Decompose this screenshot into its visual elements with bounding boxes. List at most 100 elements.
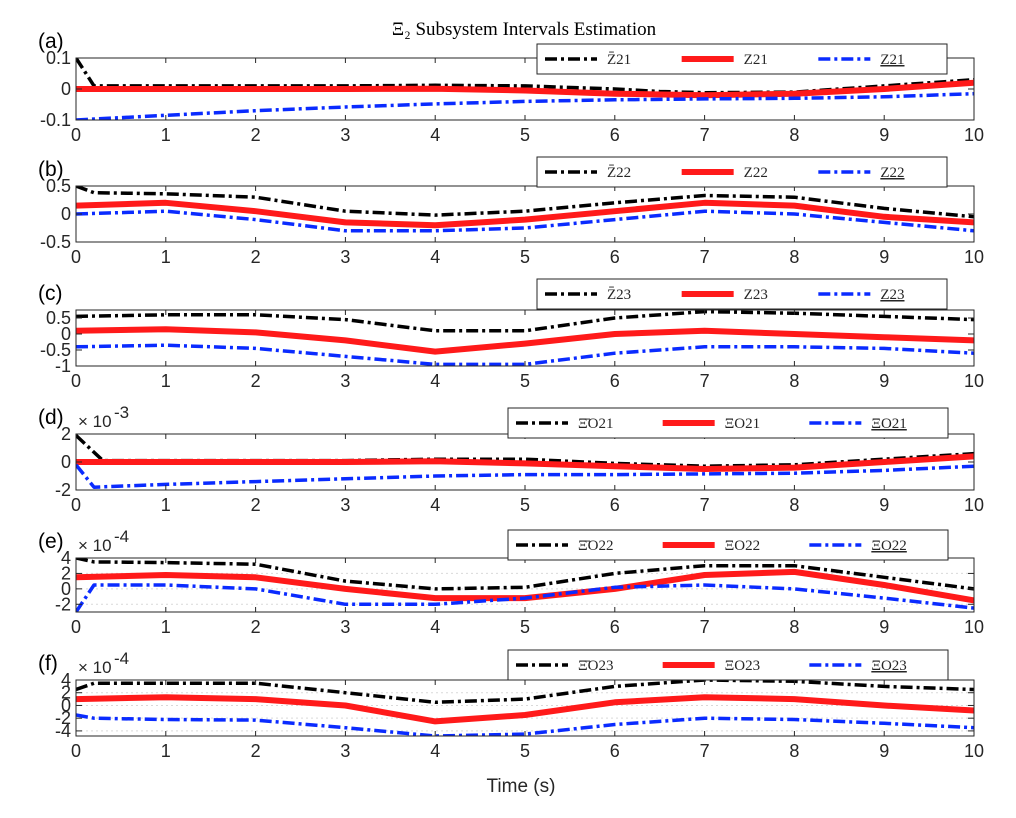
panel-label: (f) (38, 652, 58, 675)
x-tick-label: 5 (520, 125, 530, 145)
axis-exponent: × 10 (78, 536, 112, 555)
x-tick-label: 3 (340, 617, 350, 637)
x-tick-label: 7 (700, 495, 710, 515)
x-tick-label: 5 (520, 617, 530, 637)
x-tick-label: 8 (789, 617, 799, 637)
x-tick-label: 9 (879, 125, 889, 145)
x-tick-label: 9 (879, 741, 889, 761)
x-tick-label: 6 (610, 617, 620, 637)
y-tick-label: 4 (61, 548, 71, 568)
x-tick-label: 4 (430, 617, 440, 637)
x-tick-label: 10 (964, 125, 984, 145)
y-tick-label: 4 (61, 670, 71, 690)
subplot-c: 0 1 2 3 4 5 6 7 8 9 100.50-0.5-1(c) Z̄̄23 Z23 Z23 (38, 278, 984, 391)
x-tick-label: 2 (251, 495, 261, 515)
legend-entry-upper: Ξ̄̄O23 (578, 658, 613, 674)
x-tick-label: 1 (161, 125, 171, 145)
legend-entry-actual: Z23 (744, 287, 768, 303)
legend: Ξ̄̄O21 ΞO21 ΞO21 (507, 407, 949, 439)
legend-entry-lower: ΞO21 (871, 416, 906, 432)
y-tick-label: 0 (61, 579, 71, 599)
x-tick-label: 6 (610, 247, 620, 267)
y-tick-label: -0.1 (40, 110, 71, 130)
legend-box (536, 43, 948, 75)
y-tick-label: 0.5 (46, 176, 71, 196)
x-tick-label: 3 (340, 495, 350, 515)
y-tick-label: 0 (61, 204, 71, 224)
series-upper-line (76, 58, 974, 95)
legend-entry-lower: Z21 (880, 52, 904, 68)
subplot-a: 0 1 2 3 4 5 6 7 8 9 100.10-0.1(a)Z̄̄21 Z21 Z21 (38, 30, 984, 145)
axes-box (75, 679, 975, 737)
x-tick-label: 8 (789, 247, 799, 267)
y-tick-label: 2 (61, 563, 71, 583)
y-tick-label: 0 (61, 324, 71, 344)
series-group (76, 558, 974, 612)
legend-entry-upper: Z̄̄23 (607, 287, 631, 303)
series-lower-line (76, 91, 974, 120)
series-group (76, 680, 974, 736)
x-tick-label: 10 (964, 495, 984, 515)
x-tick-label: 8 (789, 741, 799, 761)
x-tick-label: 2 (251, 247, 261, 267)
x-tick-label: 4 (430, 741, 440, 761)
series-upper-line (76, 186, 974, 219)
series-lower-line (76, 343, 974, 366)
x-tick-label: 10 (964, 741, 984, 761)
y-tick-label: -2 (55, 594, 71, 614)
legend-box (507, 407, 949, 439)
subplot-b: 0 1 2 3 4 5 6 7 8 9 100.50-0.5(b) Z̄̄22 Z22 Z22 (38, 156, 984, 267)
x-tick-label: 7 (700, 125, 710, 145)
x-tick-label: 6 (610, 371, 620, 391)
legend: Z̄̄23 Z23 Z23 (536, 278, 948, 310)
x-tick-label: 5 (520, 247, 530, 267)
series-upper-line (76, 680, 974, 705)
x-tick-label: 0 (71, 125, 81, 145)
series-lower-line (76, 209, 974, 233)
legend-box (536, 278, 948, 310)
y-tick-label: -4 (55, 721, 71, 741)
series-group (76, 186, 974, 233)
y-tick-label: -2 (55, 480, 71, 500)
legend-box (536, 156, 948, 188)
series-actual-line (76, 199, 974, 229)
series-upper-line (76, 310, 974, 333)
y-tick-label: 0.5 (46, 308, 71, 328)
x-tick-label: 2 (251, 741, 261, 761)
legend-entry-lower: ΞO22 (871, 538, 906, 554)
axis-exponent-power: -4 (114, 527, 129, 546)
legend-box (507, 649, 949, 681)
x-tick-label: 9 (879, 617, 889, 637)
x-tick-label: 4 (430, 125, 440, 145)
x-tick-label: 5 (520, 495, 530, 515)
x-tick-label: 4 (430, 495, 440, 515)
y-tick-label: -0.5 (40, 232, 71, 252)
x-tick-label: 9 (879, 495, 889, 515)
y-tick-label: -1 (55, 356, 71, 376)
y-tick-label: 0 (61, 452, 71, 472)
x-tick-label: 0 (71, 371, 81, 391)
legend: Z̄̄21 Z21 Z21 (536, 43, 948, 75)
panel-label: (c) (38, 282, 63, 305)
axis-exponent-power: -4 (114, 649, 129, 668)
legend-entry-upper: Z̄̄21 (607, 52, 631, 68)
x-tick-label: 8 (789, 125, 799, 145)
legend-entry-actual: Z22 (744, 165, 768, 181)
x-tick-label: 7 (700, 617, 710, 637)
y-tick-label: -0.5 (40, 340, 71, 360)
panel-label: (b) (38, 158, 64, 181)
x-axis-label: Time (s) (487, 776, 556, 797)
axis-exponent: × 10 (78, 658, 112, 677)
series-actual-line (76, 694, 974, 725)
panel-label: (a) (38, 30, 64, 53)
series-upper-line (76, 558, 974, 591)
y-tick-label: 2 (61, 683, 71, 703)
x-tick-label: 4 (430, 247, 440, 267)
x-tick-label: 9 (879, 371, 889, 391)
series-lower-line (76, 713, 974, 736)
x-tick-label: 0 (71, 617, 81, 637)
x-tick-label: 6 (610, 125, 620, 145)
